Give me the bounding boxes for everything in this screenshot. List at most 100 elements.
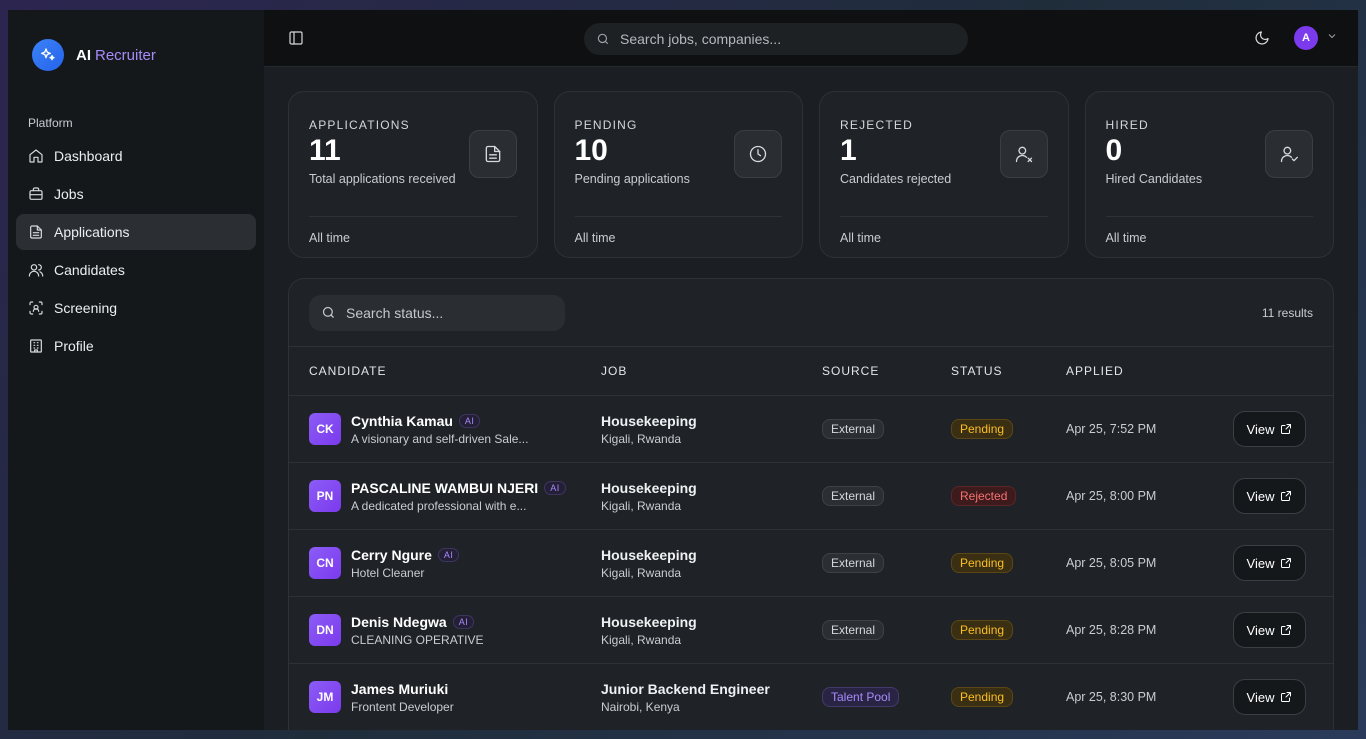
applications-table: 11 results CANDIDATE JOB SOURCE STATUS A… [288,278,1334,730]
sidebar-item-jobs[interactable]: Jobs [16,176,256,212]
global-search-input[interactable] [620,31,940,47]
view-button-label: View [1246,555,1275,571]
stat-card-rejected: REJECTED 1 Candidates rejected All time [819,91,1069,258]
moon-icon [1255,31,1269,45]
sparkles-icon [32,39,64,71]
global-search[interactable] [584,23,968,55]
candidate-name[interactable]: James Muriuki [351,680,449,697]
app-window: AI Recruiter Platform Dashboard Jobs Appl… [8,10,1358,730]
status-badge: Pending [951,553,1014,573]
avatar: A [1294,26,1318,50]
sidebar-item-label: Profile [54,338,94,354]
briefcase-icon [29,187,43,200]
external-link-icon [1281,558,1292,568]
candidate-name[interactable]: PASCALINE WAMBUI NJERI [351,479,539,496]
column-header-job[interactable]: JOB [601,364,628,378]
stat-description: Pending applications [574,172,690,186]
stat-card-pending: PENDING 10 Pending applications All time [553,91,803,258]
main-area: A APPLICATIONS 11 Total applications rec… [264,10,1358,730]
view-button-label: View [1246,421,1275,437]
stat-footer: All time [574,231,616,245]
status-search-input[interactable] [346,304,546,321]
view-button[interactable]: View [1233,478,1306,514]
topbar: A [264,10,1358,67]
status-search[interactable] [309,294,565,331]
job-location: Kigali, Rwanda [601,431,682,446]
table-header: CANDIDATE JOB SOURCE STATUS APPLIED [289,347,1333,396]
candidate-name[interactable]: Cerry Ngure [351,546,432,563]
job-title: Housekeeping [601,613,697,630]
candidate-avatar: CN [309,547,341,579]
sidebar-toggle-button[interactable] [284,26,308,50]
divider [309,216,517,217]
stat-footer: All time [1105,231,1147,245]
sidebar-item-applications[interactable]: Applications [16,214,256,250]
applied-date: Apr 25, 8:05 PM [1066,556,1157,570]
sidebar-item-label: Jobs [54,186,84,202]
stat-label: APPLICATIONS [309,118,410,132]
ai-badge: AI [452,614,475,629]
status-badge: Rejected [951,486,1017,506]
table-row[interactable]: DN Denis Ndegwa AI CLEANING OPERATIVE Hou… [289,597,1333,664]
column-header-applied[interactable]: APPLIED [1066,364,1124,378]
sidebar-item-label: Dashboard [54,148,123,164]
ai-badge: AI [458,413,481,428]
view-button[interactable]: View [1233,612,1306,648]
view-button[interactable]: View [1233,545,1306,581]
candidate-summary: A visionary and self-driven Sale... [351,431,529,446]
candidate-summary: A dedicated professional with e... [351,498,527,513]
applied-date: Apr 25, 7:52 PM [1066,422,1157,436]
candidate-name[interactable]: Cynthia Kamau [351,412,453,429]
candidate-avatar: DN [309,614,341,646]
user-menu[interactable]: A [1294,26,1338,50]
divider [574,216,782,217]
candidate-avatar: CK [309,413,341,445]
source-badge: External [822,419,885,439]
sidebar-item-profile[interactable]: Profile [16,328,256,364]
candidate-name[interactable]: Denis Ndegwa [351,613,447,630]
job-location: Kigali, Rwanda [601,632,682,647]
sidebar-item-dashboard[interactable]: Dashboard [16,138,256,174]
applied-date: Apr 25, 8:28 PM [1066,623,1157,637]
candidate-summary: Frontent Developer [351,699,454,714]
table-row[interactable]: JM James Muriuki Frontent Developer Juni… [289,664,1333,730]
view-button[interactable]: View [1233,679,1306,715]
stat-description: Candidates rejected [840,172,952,186]
view-button-label: View [1246,488,1275,504]
sidebar-item-screening[interactable]: Screening [16,290,256,326]
sidebar-item-label: Screening [54,300,118,316]
source-badge: External [822,486,885,506]
document-icon [468,130,517,178]
theme-toggle-button[interactable] [1250,26,1274,50]
status-badge: Pending [951,419,1014,439]
external-link-icon [1281,491,1292,501]
stat-label: REJECTED [840,118,913,132]
job-title: Housekeeping [601,546,697,563]
view-button[interactable]: View [1233,411,1306,447]
table-row[interactable]: CK Cynthia Kamau AI A visionary and self-… [289,396,1333,463]
stat-value: 0 [1105,134,1123,167]
column-header-source[interactable]: SOURCE [822,364,880,378]
column-header-status[interactable]: STATUS [951,364,1003,378]
applied-date: Apr 25, 8:30 PM [1066,690,1157,704]
sidebar-item-label: Applications [54,224,130,240]
results-count: 11 results [1261,305,1313,320]
external-link-icon [1281,692,1292,702]
brand[interactable]: AI Recruiter [16,10,256,100]
stats-row: APPLICATIONS 11 Total applications recei… [288,91,1334,258]
job-title: Junior Backend Engineer [601,680,770,697]
panel-left-icon [289,31,303,45]
stat-card-applications: APPLICATIONS 11 Total applications recei… [288,91,538,258]
stat-value: 10 [574,134,608,167]
table-row[interactable]: PN PASCALINE WAMBUI NJERI AI A dedicated … [289,463,1333,530]
divider [1105,216,1313,217]
stat-value: 1 [840,134,857,167]
table-row[interactable]: CN Cerry Ngure AI Hotel Cleaner Housekeep… [289,530,1333,597]
sidebar-item-candidates[interactable]: Candidates [16,252,256,288]
source-badge: Talent Pool [822,687,900,707]
stat-footer: All time [309,231,350,245]
search-icon [322,306,334,318]
external-link-icon [1281,625,1292,635]
column-header-candidate[interactable]: CANDIDATE [309,364,387,378]
user-x-icon [999,130,1048,178]
